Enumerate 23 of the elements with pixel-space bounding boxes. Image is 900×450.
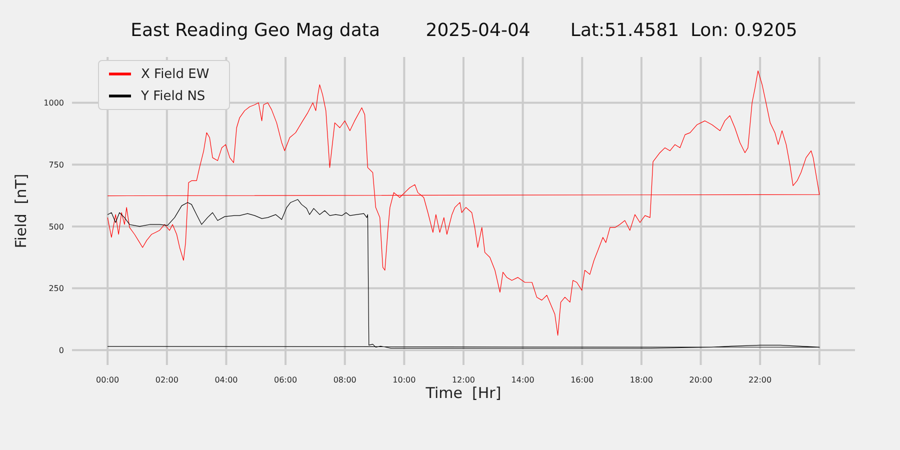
y-tick-label: 1000 (44, 98, 64, 108)
y-tick-label: 750 (48, 160, 64, 170)
x-tick-label: 00:00 (96, 376, 120, 385)
x-tick-label: 18:00 (630, 376, 653, 385)
x-tick-label: 02:00 (155, 376, 178, 385)
x-tick-label: 22:00 (748, 376, 772, 385)
legend-label: Y Field NS (141, 88, 206, 104)
x-tick-label: 10:00 (392, 376, 416, 385)
legend-label: X Field EW (141, 66, 210, 82)
x-tick-label: 06:00 (274, 376, 298, 385)
y-tick-label: 0 (58, 346, 64, 355)
x-tick-label: 16:00 (570, 376, 594, 385)
x-tick-label: 08:00 (333, 376, 356, 385)
y-tick-label: 250 (48, 284, 64, 294)
y-axis-title: Field [nT] (12, 174, 30, 248)
x-tick-label: 12:00 (452, 376, 476, 385)
x-tick-label: 20:00 (689, 376, 712, 385)
x-axis-title: Time [Hr] (424, 384, 502, 402)
x-tick-label: 04:00 (214, 376, 238, 385)
y-tick-label: 500 (48, 222, 64, 232)
x-tick-label: 14:00 (511, 376, 534, 385)
chart-title: East Reading Geo Mag data 2025-04-04 Lat:51.4581 Lon: 0.9205 (130, 20, 798, 41)
line-series (107, 199, 820, 348)
